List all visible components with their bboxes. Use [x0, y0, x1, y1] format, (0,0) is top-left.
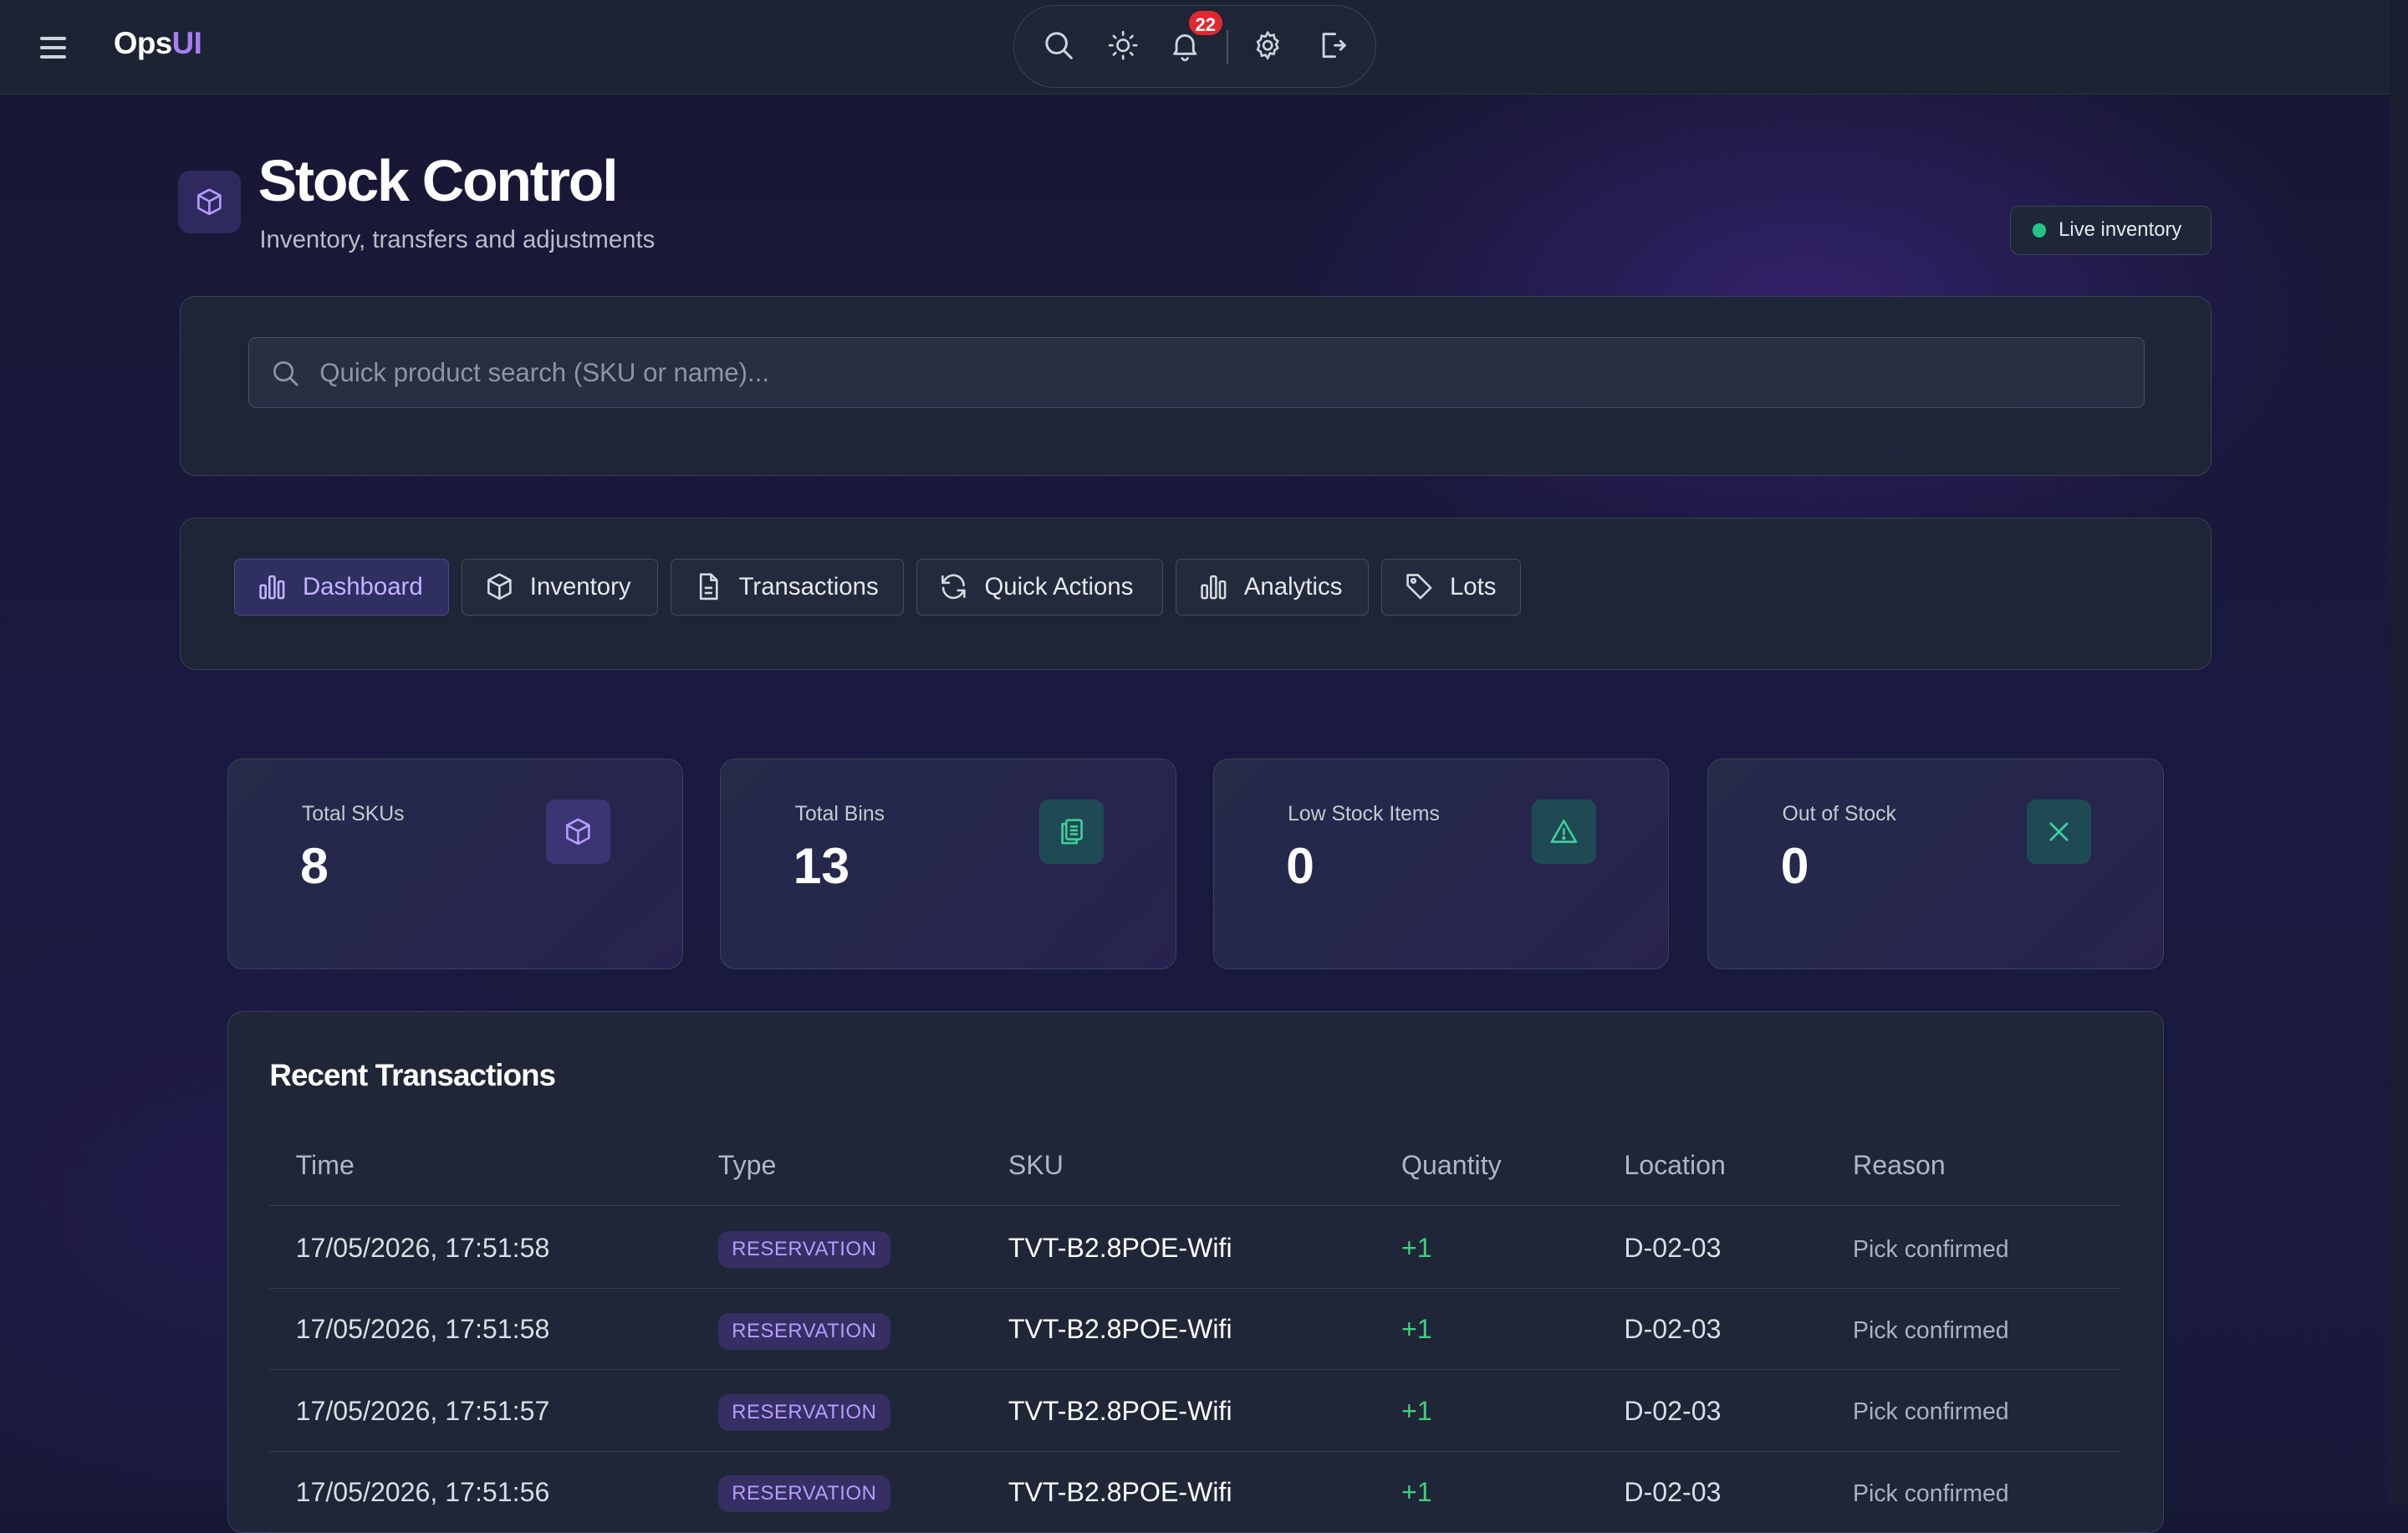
- tab-transactions[interactable]: Transactions: [670, 558, 904, 616]
- cell-time: 17/05/2026, 17:51:57: [295, 1395, 550, 1426]
- search-icon: [273, 361, 298, 386]
- refresh-icon: [941, 574, 967, 600]
- cell-reason: Pick confirmed: [1853, 1317, 2009, 1345]
- icon-bar-divider: [1226, 29, 1228, 64]
- cell-quantity: +1: [1401, 1395, 1432, 1426]
- cell-quantity: +1: [1401, 1477, 1432, 1508]
- box-icon: [178, 170, 242, 234]
- tab-quick-actions[interactable]: Quick Actions: [916, 558, 1164, 616]
- tab-label: Lots: [1449, 572, 1497, 600]
- sun-icon[interactable]: [1106, 28, 1143, 65]
- stat-card-out-of-stock: Out of Stock 0: [1707, 759, 2164, 969]
- x-icon: [2026, 800, 2091, 865]
- document-icon: [699, 573, 718, 600]
- gear-icon[interactable]: [1251, 28, 1288, 65]
- search-box[interactable]: [247, 337, 2145, 409]
- table-row[interactable]: 17/05/2026, 17:51:57 RESERVATION TVT-B2.…: [269, 1369, 2122, 1452]
- page-scrollbar[interactable]: [2389, 0, 2408, 1505]
- stat-card-total-bins: Total Bins 13: [720, 759, 1176, 969]
- stat-label: Out of Stock: [1782, 802, 1896, 825]
- stat-card-total-skus: Total SKUs 8: [227, 759, 684, 969]
- stat-value: 13: [793, 837, 850, 895]
- cell-sku: TVT-B2.8POE-Wifi: [1008, 1477, 1232, 1508]
- box-icon: [546, 800, 611, 865]
- cell-location: D-02-03: [1624, 1395, 1722, 1426]
- page-title: Stock Control: [258, 148, 619, 214]
- tag-icon: [1406, 574, 1432, 600]
- top-bar: OpsUI 22: [0, 0, 2390, 95]
- stat-value: 0: [1780, 837, 1809, 895]
- tab-label: Quick Actions: [984, 572, 1134, 600]
- stat-label: Total SKUs: [301, 802, 405, 825]
- cell-quantity: +1: [1401, 1233, 1432, 1264]
- cell-reason: Pick confirmed: [1853, 1479, 2009, 1507]
- cell-reason: Pick confirmed: [1853, 1235, 2009, 1263]
- stat-value: 0: [1286, 837, 1315, 895]
- product-search-input[interactable]: [316, 338, 2135, 409]
- type-badge: RESERVATION: [717, 1393, 890, 1431]
- cell-reason: Pick confirmed: [1853, 1398, 2009, 1426]
- table-row[interactable]: 17/05/2026, 17:51:56 RESERVATION TVT-B2.…: [269, 1451, 2122, 1533]
- column-header-sku[interactable]: SKU: [1008, 1149, 1064, 1180]
- cell-quantity: +1: [1401, 1314, 1432, 1345]
- column-header-reason[interactable]: Reason: [1853, 1149, 1946, 1180]
- cell-sku: TVT-B2.8POE-Wifi: [1008, 1314, 1232, 1345]
- brand-name-accent: UI: [171, 26, 202, 61]
- type-badge: RESERVATION: [717, 1475, 890, 1513]
- table-header: Time Type SKU Quantity Location Reason: [269, 1149, 2122, 1206]
- tabs-panel: Dashboard Inventory Transactions Quick A…: [179, 517, 2212, 670]
- tab-label: Transactions: [738, 572, 879, 600]
- search-panel: [179, 296, 2212, 477]
- clipboard-icon: [1038, 800, 1104, 865]
- tab-label: Dashboard: [302, 572, 423, 600]
- live-inventory-status: Live inventory: [2010, 206, 2212, 255]
- type-badge: RESERVATION: [717, 1312, 890, 1350]
- status-dot-icon: [2032, 223, 2047, 238]
- stat-label: Low Stock Items: [1288, 802, 1440, 825]
- stat-value: 8: [300, 837, 329, 895]
- cell-sku: TVT-B2.8POE-Wifi: [1008, 1233, 1232, 1264]
- app-brand[interactable]: OpsUI: [114, 26, 202, 61]
- table-row[interactable]: 17/05/2026, 17:51:58 RESERVATION TVT-B2.…: [269, 1288, 2122, 1371]
- recent-transactions-panel: Recent Transactions Time Type SKU Quanti…: [227, 1010, 2164, 1533]
- cell-time: 17/05/2026, 17:51:58: [295, 1314, 550, 1345]
- bell-icon[interactable]: [1168, 28, 1205, 65]
- live-inventory-label: Live inventory: [2059, 218, 2182, 242]
- notification-count-badge: 22: [1186, 9, 1224, 38]
- cell-time: 17/05/2026, 17:51:58: [295, 1233, 550, 1264]
- hamburger-menu-icon[interactable]: [37, 31, 70, 64]
- recent-transactions-title: Recent Transactions: [269, 1057, 556, 1092]
- tab-lots[interactable]: Lots: [1381, 558, 1522, 616]
- box-icon: [487, 573, 512, 600]
- column-header-location[interactable]: Location: [1624, 1149, 1726, 1180]
- search-icon[interactable]: [1042, 28, 1079, 65]
- logout-icon[interactable]: [1315, 28, 1352, 65]
- stat-label: Total Bins: [794, 802, 885, 825]
- cell-location: D-02-03: [1624, 1233, 1722, 1264]
- cell-sku: TVT-B2.8POE-Wifi: [1008, 1395, 1232, 1426]
- column-header-quantity[interactable]: Quantity: [1401, 1149, 1502, 1180]
- tab-label: Analytics: [1243, 572, 1343, 600]
- table-row[interactable]: 17/05/2026, 17:51:58 RESERVATION TVT-B2.…: [269, 1207, 2122, 1290]
- bar-chart-icon: [1201, 575, 1227, 600]
- tab-analytics[interactable]: Analytics: [1176, 558, 1370, 616]
- page-subtitle: Inventory, transfers and adjustments: [259, 225, 656, 253]
- cell-location: D-02-03: [1624, 1477, 1722, 1508]
- cell-time: 17/05/2026, 17:51:56: [295, 1477, 550, 1508]
- tab-label: Inventory: [529, 572, 631, 600]
- tab-dashboard[interactable]: Dashboard: [234, 558, 450, 616]
- stat-card-low-stock: Low Stock Items 0: [1212, 759, 1670, 969]
- column-header-time[interactable]: Time: [295, 1149, 355, 1180]
- tab-inventory[interactable]: Inventory: [462, 558, 659, 616]
- column-header-type[interactable]: Type: [717, 1149, 777, 1180]
- warning-icon: [1532, 800, 1597, 865]
- brand-name-primary: Ops: [113, 26, 172, 61]
- type-badge: RESERVATION: [717, 1231, 890, 1269]
- cell-location: D-02-03: [1624, 1314, 1722, 1345]
- bar-chart-icon: [259, 575, 285, 600]
